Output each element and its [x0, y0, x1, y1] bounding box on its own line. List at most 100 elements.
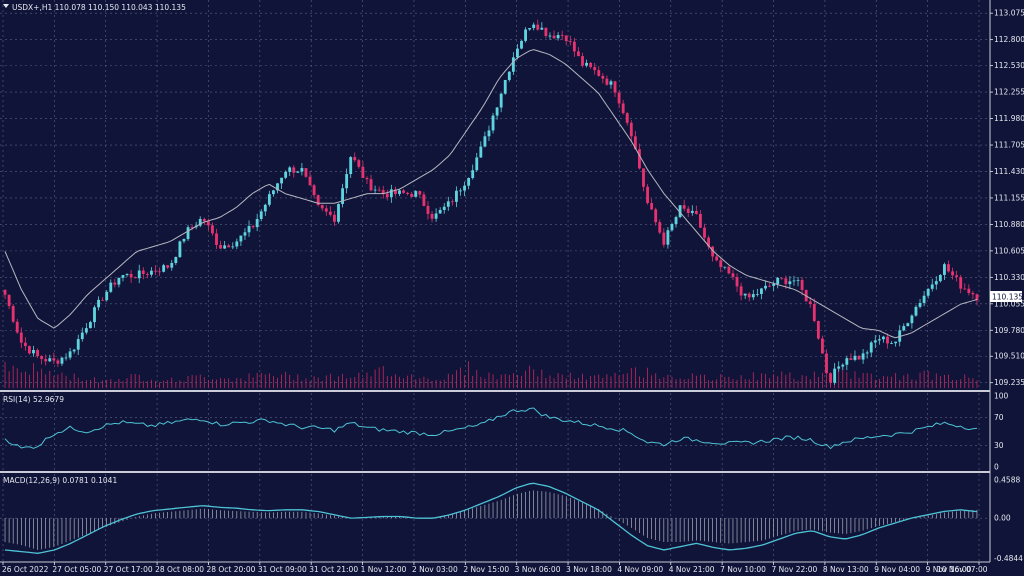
candle[interactable] [341, 183, 344, 208]
candle[interactable] [97, 296, 100, 311]
candle[interactable] [459, 188, 462, 196]
candle[interactable] [755, 288, 759, 297]
candle[interactable] [178, 240, 182, 258]
candle[interactable] [60, 356, 64, 366]
candle[interactable] [873, 335, 877, 349]
candle[interactable] [707, 235, 710, 250]
candle[interactable] [288, 166, 292, 177]
candle[interactable] [837, 361, 841, 372]
candle[interactable] [690, 205, 694, 216]
candle[interactable] [967, 284, 971, 296]
candle[interactable] [955, 270, 959, 282]
candle[interactable] [943, 262, 946, 281]
candle[interactable] [463, 181, 466, 197]
candle[interactable] [312, 184, 316, 199]
candle[interactable] [971, 290, 975, 300]
candle[interactable] [682, 199, 686, 212]
candle[interactable] [499, 92, 503, 113]
candle[interactable] [662, 228, 666, 248]
candle[interactable] [349, 156, 353, 178]
candle[interactable] [113, 278, 117, 288]
candle[interactable] [564, 35, 568, 46]
candle[interactable] [495, 106, 499, 120]
candle[interactable] [259, 208, 263, 222]
candle[interactable] [296, 170, 300, 173]
candle[interactable] [36, 348, 39, 359]
candle[interactable] [304, 167, 308, 178]
candle[interactable] [48, 354, 52, 363]
candle[interactable] [223, 241, 227, 249]
candle[interactable] [613, 80, 617, 98]
candle[interactable] [654, 207, 658, 226]
candle[interactable] [723, 266, 727, 270]
candle[interactable] [894, 341, 898, 347]
candle[interactable] [511, 52, 515, 75]
candle[interactable] [910, 314, 914, 329]
candle[interactable] [467, 177, 471, 190]
candle[interactable] [243, 228, 247, 240]
candle[interactable] [780, 277, 784, 280]
candle[interactable] [267, 190, 271, 207]
candle[interactable] [560, 30, 564, 41]
candle[interactable] [833, 362, 837, 385]
candle[interactable] [145, 272, 149, 279]
candle[interactable] [776, 277, 780, 289]
candle[interactable] [385, 189, 389, 201]
candle[interactable] [170, 259, 174, 271]
price-axis[interactable] [990, 0, 1024, 576]
candle[interactable] [617, 90, 621, 109]
candle[interactable] [568, 35, 572, 46]
candle[interactable] [601, 73, 605, 84]
candle[interactable] [389, 184, 393, 203]
candle[interactable] [825, 349, 828, 374]
candle[interactable] [154, 265, 157, 275]
candle[interactable] [308, 170, 312, 186]
candle[interactable] [121, 274, 125, 282]
candle[interactable] [202, 217, 206, 225]
candle[interactable] [410, 191, 414, 198]
candle[interactable] [845, 355, 849, 371]
candle[interactable] [414, 190, 418, 198]
candle[interactable] [938, 274, 942, 283]
candle[interactable] [422, 191, 426, 207]
candle[interactable] [117, 277, 121, 288]
symbol-menu-icon[interactable] [3, 4, 9, 8]
candle[interactable] [914, 305, 918, 317]
candle[interactable] [328, 206, 332, 217]
candle[interactable] [556, 32, 560, 41]
candle[interactable] [398, 189, 401, 197]
candle[interactable] [23, 337, 27, 351]
candle[interactable] [487, 125, 491, 141]
candle[interactable] [402, 188, 405, 194]
candle[interactable] [150, 267, 153, 277]
candle[interactable] [597, 66, 601, 77]
candlesticks[interactable] [3, 19, 979, 387]
candle[interactable] [11, 304, 15, 324]
candle[interactable] [129, 270, 133, 283]
candle[interactable] [788, 275, 792, 290]
candle[interactable] [540, 22, 544, 31]
candle[interactable] [922, 291, 926, 307]
candle[interactable] [345, 168, 349, 194]
candle[interactable] [125, 273, 129, 277]
candle[interactable] [959, 274, 963, 294]
candle[interactable] [491, 112, 495, 134]
candle[interactable] [633, 130, 637, 150]
candle[interactable] [418, 190, 422, 198]
candle[interactable] [215, 228, 218, 249]
candle[interactable] [235, 238, 239, 250]
candle[interactable] [727, 265, 731, 275]
candle[interactable] [15, 318, 19, 334]
candle[interactable] [865, 350, 869, 359]
candle[interactable] [731, 269, 735, 281]
candle[interactable] [450, 199, 454, 206]
candle[interactable] [56, 358, 60, 367]
candle[interactable] [585, 59, 588, 68]
candle[interactable] [247, 220, 251, 237]
candle[interactable] [292, 165, 296, 178]
candle[interactable] [694, 205, 698, 215]
candle[interactable] [886, 333, 889, 349]
candle[interactable] [483, 131, 487, 148]
candle[interactable] [670, 222, 674, 232]
